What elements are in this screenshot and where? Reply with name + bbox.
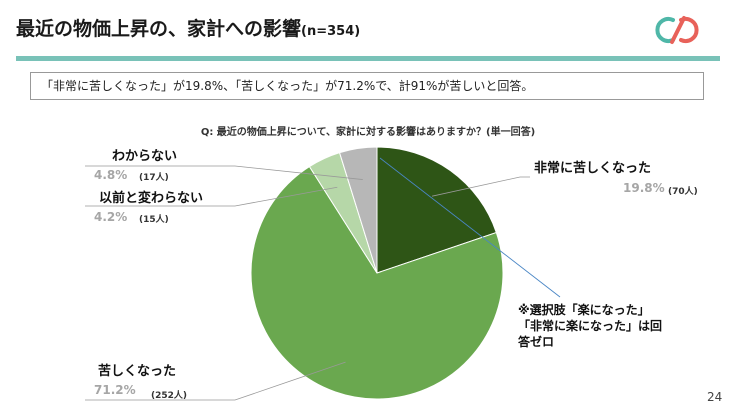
label-pct-dont-know: 4.8%: [94, 168, 128, 182]
label-pct-hard: 71.2%: [94, 383, 136, 397]
slice-hard: [250, 165, 504, 400]
label-count-hard: (252人): [151, 391, 188, 401]
label-name-hard: 苦しくなった: [98, 364, 177, 379]
sample-size: (n=354): [301, 24, 361, 39]
summary-box: 「非常に苦しくなった」が19.8%、「苦しくなった」が71.2%で、計91%が苦…: [30, 72, 704, 100]
note-pointer-line: [379, 157, 561, 298]
note-line-2: 「非常に楽になった」は回: [518, 319, 663, 333]
leader-very-hard: [431, 176, 530, 197]
label-name-dont-know: わからない: [112, 149, 178, 164]
label-pct-very-hard: 19.8%: [623, 181, 665, 195]
label-name-very-hard: 非常に苦しくなった: [534, 161, 652, 176]
title-divider: [16, 56, 720, 61]
cp-logo-icon: [655, 16, 699, 44]
leader-dont-know: [85, 165, 363, 180]
note-text: ※選択肢「楽になった」 「非常に楽になった」は回 答ゼロ: [518, 302, 662, 350]
note-line-3: 答ゼロ: [518, 335, 555, 349]
leader-hard: [85, 361, 346, 401]
summary-text: 「非常に苦しくなった」が19.8%、「苦しくなった」が71.2%で、計91%が苦…: [41, 79, 534, 93]
label-count-very-hard: (70人): [668, 187, 698, 197]
label-pct-unchanged: 4.2%: [94, 210, 128, 224]
page-number: 24: [707, 390, 723, 404]
title-text: 最近の物価上昇の、家計への影響: [16, 18, 302, 40]
page-title: 最近の物価上昇の、家計への影響(n=354): [16, 14, 360, 41]
label-count-unchanged: (15人): [139, 215, 169, 225]
leader-unchanged: [85, 186, 338, 207]
note-line-1: ※選択肢「楽になった」: [518, 303, 650, 317]
label-name-unchanged: 以前と変わらない: [99, 191, 204, 206]
label-count-dont-know: (17人): [139, 173, 169, 183]
chart-question: Q: 最近の物価上昇について、家計に対する影響はありますか？(単一回答): [200, 127, 536, 138]
